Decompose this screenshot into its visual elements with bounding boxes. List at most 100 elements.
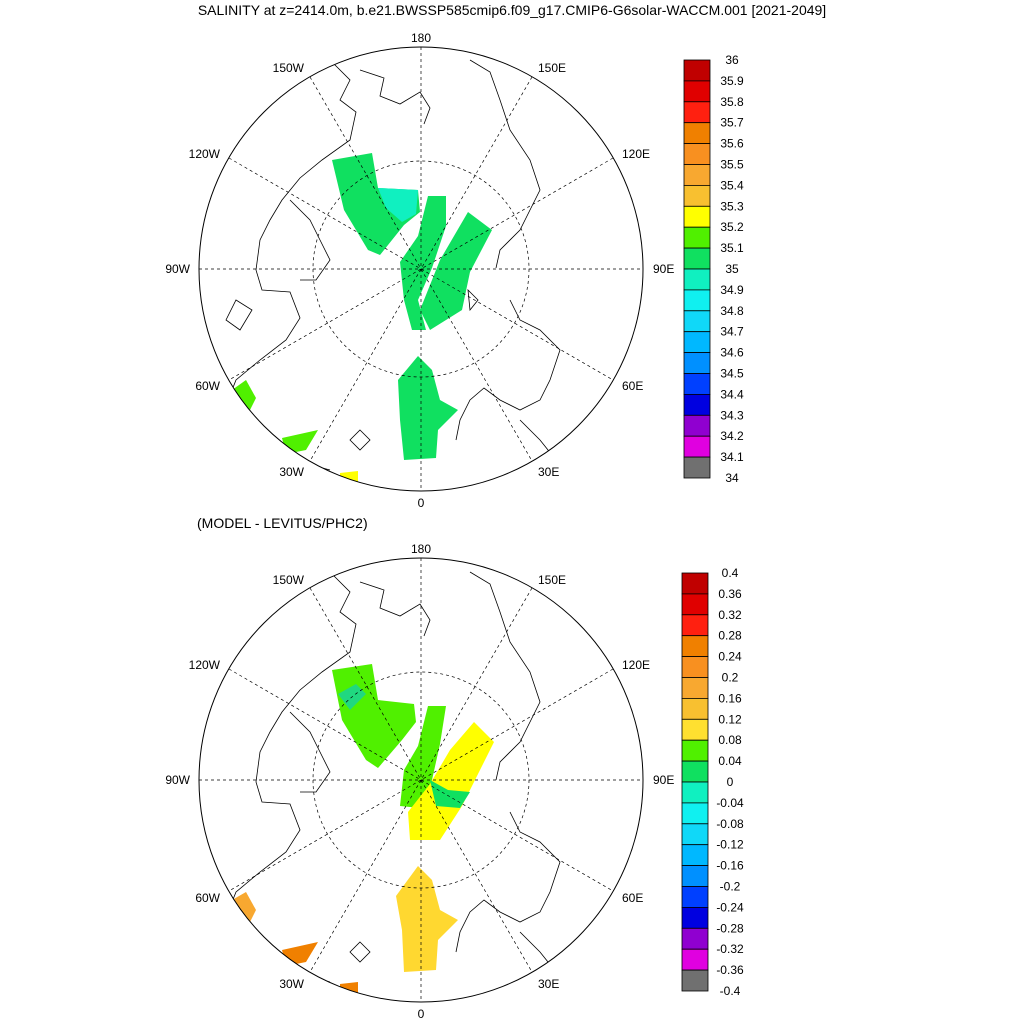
top-colorbar-swatch bbox=[683, 373, 711, 395]
top-map-boundary bbox=[198, 46, 644, 492]
top-colorbar-swatch bbox=[683, 143, 711, 165]
bot-lon-label-120e: 120E bbox=[622, 658, 650, 672]
bottom-colorbar-swatch bbox=[681, 677, 709, 699]
top-field-cyan bbox=[378, 188, 418, 222]
top-colorbar-swatch bbox=[683, 184, 711, 207]
bot-lon-label-90w: 90W bbox=[165, 773, 190, 787]
top-lon-label-150e: 150E bbox=[538, 61, 566, 75]
top-field-east bbox=[420, 212, 492, 330]
bot-field-east-yellow bbox=[408, 722, 494, 840]
plot-subtitle: (MODEL - LEVITUS/PHC2) bbox=[197, 515, 368, 531]
bot-field-south-gold bbox=[396, 866, 458, 972]
bot-field-center-lime bbox=[400, 706, 446, 808]
top-colorbar-label: 34.3 bbox=[720, 408, 744, 422]
top-colorbar-swatch bbox=[683, 289, 711, 312]
bottom-colorbar-label: -0.08 bbox=[716, 817, 744, 831]
bot-lon-label-180: 180 bbox=[411, 542, 431, 556]
bottom-colorbar-swatch bbox=[681, 865, 709, 887]
bot-lon-label-150e: 150E bbox=[538, 573, 566, 587]
top-lon-label-30w: 30W bbox=[279, 465, 304, 479]
bottom-data-fields bbox=[227, 571, 561, 998]
bottom-colorbar-swatch bbox=[681, 969, 709, 992]
top-lon-label-120e: 120E bbox=[622, 147, 650, 161]
bottom-colorbar-swatch bbox=[681, 886, 709, 908]
bot-lon-label-90e: 90E bbox=[653, 773, 674, 787]
top-field-south bbox=[398, 356, 458, 460]
top-colorbar-swatch bbox=[683, 310, 711, 333]
bottom-colorbar-label: 0.16 bbox=[718, 691, 742, 705]
top-colorbar-swatch bbox=[683, 268, 711, 291]
bottom-colorbar-swatch bbox=[681, 927, 709, 950]
bot-field-orange-1 bbox=[232, 892, 256, 922]
bottom-colorbar-label: -0.36 bbox=[716, 963, 744, 977]
plot-title: SALINITY at z=2414.0m, b.e21.BWSSP585cmi… bbox=[197, 2, 827, 18]
bottom-graticule bbox=[199, 558, 643, 1002]
top-lon-label-90e: 90E bbox=[653, 262, 674, 276]
top-field-center bbox=[400, 196, 446, 330]
top-colorbar-label: 34.8 bbox=[720, 304, 744, 318]
bottom-colorbar-label: -0.24 bbox=[716, 900, 744, 914]
top-colorbar-label: 36 bbox=[725, 53, 739, 67]
bottom-colorbar-swatch bbox=[681, 907, 709, 929]
top-map-panel: 180 0 90W 90E 150W 120W 150E 120E 60W 30… bbox=[165, 31, 674, 510]
bot-field-orange-2 bbox=[282, 942, 318, 966]
bottom-coastlines bbox=[227, 571, 561, 993]
bottom-colorbar-label: 0 bbox=[727, 775, 734, 789]
top-colorbar-swatch bbox=[683, 226, 711, 249]
bot-lon-label-30e: 30E bbox=[538, 977, 559, 991]
bottom-map-panel: 180 0 90W 90E 150W 120W 150E 120E 60W 30… bbox=[165, 542, 674, 1021]
top-lon-label-60e: 60E bbox=[622, 379, 643, 393]
top-colorbar-swatch bbox=[683, 352, 711, 374]
top-colorbar-swatch bbox=[683, 101, 711, 124]
bot-field-green-patch bbox=[430, 780, 470, 808]
top-colorbar-swatch bbox=[683, 80, 711, 103]
bottom-colorbar-swatch bbox=[681, 760, 709, 783]
top-colorbar-label: 34.9 bbox=[720, 283, 744, 297]
bottom-colorbar-label: -0.12 bbox=[716, 838, 744, 852]
bottom-map-boundary bbox=[198, 557, 644, 1003]
bot-lon-label-60w: 60W bbox=[195, 891, 220, 905]
bottom-colorbar-label: 0.28 bbox=[718, 629, 742, 643]
bottom-colorbar-label: 0.32 bbox=[718, 608, 742, 622]
top-lon-label-0: 0 bbox=[418, 496, 425, 510]
bottom-colorbar-label: 0.12 bbox=[718, 712, 742, 726]
top-colorbar-label: 35.4 bbox=[720, 178, 744, 192]
bot-lon-label-120w: 120W bbox=[189, 658, 221, 672]
bot-lon-label-30w: 30W bbox=[279, 977, 304, 991]
top-lon-label-180: 180 bbox=[411, 31, 431, 45]
bottom-colorbar-label: 0.4 bbox=[722, 566, 739, 580]
bottom-colorbar-label: 0.04 bbox=[718, 754, 742, 768]
top-colorbar-label: 35.3 bbox=[720, 199, 744, 213]
bot-lon-label-150w: 150W bbox=[273, 573, 305, 587]
bottom-colorbar-label: -0.32 bbox=[716, 942, 744, 956]
top-colorbar: 36 35.9 35.8 35.7 35.6 35.5 35.4 35.3 35.2 35.1 35… bbox=[683, 53, 744, 485]
top-colorbar-label: 35.1 bbox=[720, 241, 744, 255]
top-colorbar-label: 35 bbox=[725, 262, 739, 276]
bottom-colorbar-swatch bbox=[681, 802, 709, 825]
bottom-colorbar-swatch bbox=[681, 698, 709, 720]
top-lon-label-90w: 90W bbox=[165, 262, 190, 276]
top-colorbar-swatch bbox=[683, 393, 711, 416]
bottom-colorbar-swatch bbox=[681, 635, 709, 658]
top-colorbar-label: 35.7 bbox=[720, 116, 744, 130]
top-colorbar-swatch bbox=[683, 205, 711, 228]
bottom-colorbar-label: -0.4 bbox=[720, 984, 741, 998]
top-lon-label-30e: 30E bbox=[538, 465, 559, 479]
top-colorbar-swatch bbox=[683, 435, 711, 458]
top-colorbar-label: 34.7 bbox=[720, 325, 744, 339]
bottom-colorbar-swatch bbox=[681, 614, 709, 637]
bottom-colorbar: 0.4 0.36 0.32 0.28 0.24 0.2 0.16 0.12 0.08 0.04 0 -… bbox=[681, 566, 744, 998]
bottom-colorbar-label: 0.2 bbox=[722, 671, 739, 685]
top-colorbar-label: 34 bbox=[725, 471, 739, 485]
top-colorbar-label: 34.6 bbox=[720, 346, 744, 360]
top-lon-label-150w: 150W bbox=[273, 61, 305, 75]
top-lon-label-120w: 120W bbox=[189, 147, 221, 161]
top-graticule bbox=[199, 47, 643, 491]
top-colorbar-label: 35.8 bbox=[720, 95, 744, 109]
top-colorbar-swatch bbox=[683, 122, 711, 144]
bottom-colorbar-swatch bbox=[681, 948, 709, 971]
bottom-colorbar-label: 0.36 bbox=[718, 587, 742, 601]
bot-lon-label-0: 0 bbox=[418, 1007, 425, 1021]
bot-lon-label-60e: 60E bbox=[622, 891, 643, 905]
bottom-colorbar-swatch bbox=[681, 656, 709, 678]
